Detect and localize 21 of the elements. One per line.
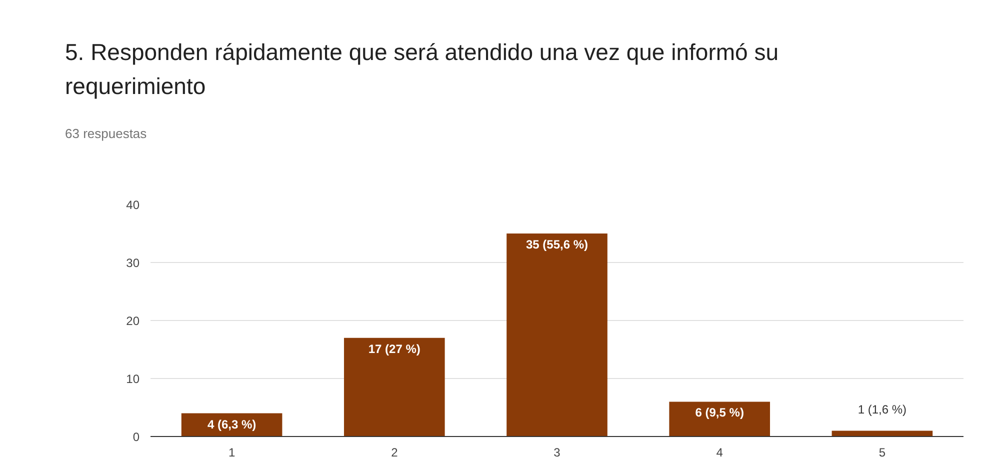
- x-tick-label: 5: [878, 446, 886, 460]
- bar: [506, 234, 608, 436]
- y-tick-label: 0: [132, 430, 140, 444]
- data-label: 4 (6,3 %): [207, 417, 256, 432]
- x-tick-label: 1: [228, 446, 236, 460]
- data-label: 1 (1,6 %): [858, 402, 907, 417]
- bar: [344, 338, 445, 436]
- data-label: 17 (27 %): [368, 342, 420, 356]
- x-tick-label: 4: [716, 446, 724, 460]
- data-label: 6 (9,5 %): [695, 406, 744, 420]
- data-label: 35 (55,6 %): [526, 238, 588, 252]
- bar: [832, 430, 933, 436]
- y-tick-label: 30: [126, 256, 140, 270]
- chart-subtitle: 63 respuestas: [65, 125, 147, 143]
- x-tick-label: 3: [554, 446, 561, 460]
- y-tick-label: 20: [126, 314, 140, 328]
- y-tick-label: 40: [126, 198, 140, 212]
- chart-title: 5. Responden rápidamente que será atendido una vez que informó su requerimiento: [65, 38, 778, 101]
- y-tick-label: 10: [126, 372, 140, 386]
- x-tick-label: 2: [391, 446, 398, 460]
- bar: [669, 402, 770, 436]
